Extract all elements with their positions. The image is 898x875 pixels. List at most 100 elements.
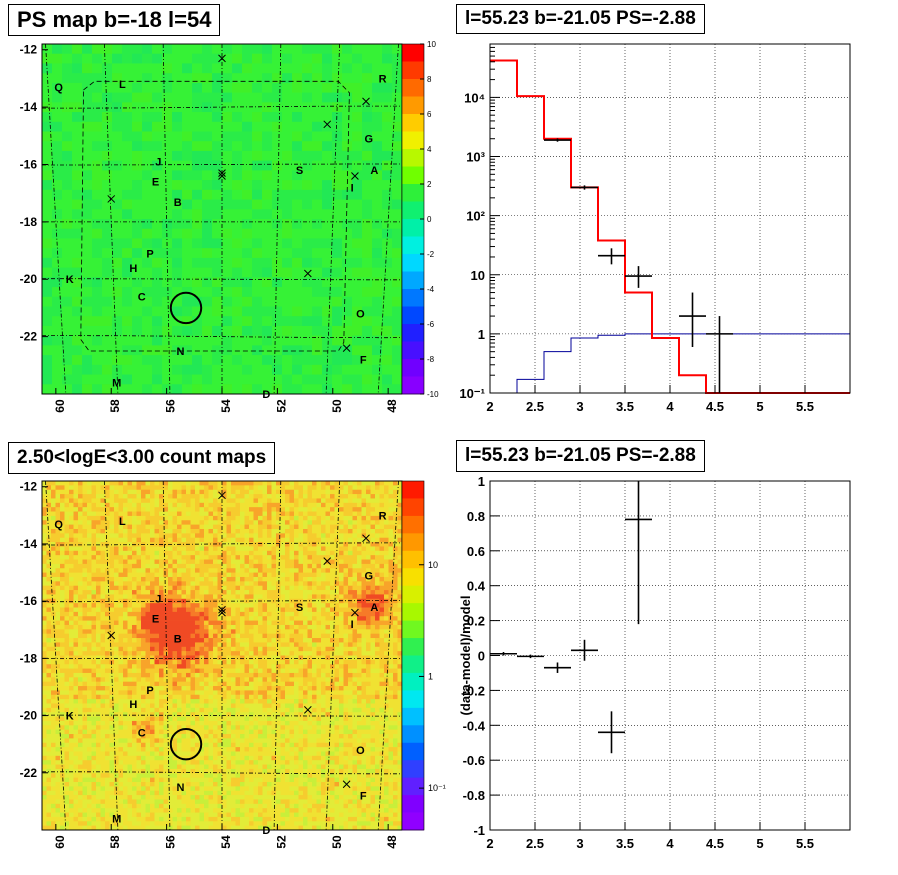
count-pixel	[55, 712, 61, 717]
count-pixel	[204, 686, 209, 691]
count-pixel	[46, 808, 52, 813]
count-pixel	[136, 760, 142, 765]
ps-pixel	[362, 384, 373, 395]
count-pixel	[159, 707, 164, 713]
count-pixel	[60, 782, 65, 787]
count-pixel	[168, 559, 173, 565]
count-pixel	[78, 729, 83, 735]
count-pixel	[60, 729, 65, 735]
count-pixel	[118, 782, 124, 787]
ps-pixel	[212, 141, 223, 152]
count-pixel	[186, 777, 191, 783]
ps-pixel	[222, 228, 233, 239]
ps-pixel	[192, 374, 203, 385]
count-pixel	[186, 481, 191, 486]
count-pixel	[51, 825, 56, 831]
count-pixel	[91, 594, 97, 600]
ps-pixel	[242, 316, 253, 327]
count-pixel	[51, 629, 56, 634]
count-pixel	[240, 624, 245, 630]
ps-pixel	[382, 306, 393, 317]
count-pixel	[42, 528, 47, 534]
count-pixel	[159, 699, 164, 704]
ps-pixel	[352, 73, 363, 84]
count-pixel	[226, 755, 232, 761]
count-pixel	[217, 808, 223, 813]
ps-pixel	[222, 53, 233, 64]
count-pixel	[109, 768, 115, 774]
count-pixel	[240, 616, 245, 621]
count-pixel	[114, 537, 119, 543]
count-pixel	[46, 659, 52, 665]
count-pixel	[172, 537, 178, 543]
ps-pixel	[142, 384, 153, 395]
count-pixel	[55, 638, 61, 643]
count-pixel	[204, 803, 209, 809]
count-pixel	[163, 572, 169, 578]
ps-pixel	[192, 267, 203, 278]
ps-pixel	[132, 296, 143, 307]
ps-pixel	[132, 316, 143, 327]
ps-pixel	[212, 277, 223, 288]
count-pixel	[186, 664, 191, 669]
count-pixel	[114, 502, 119, 508]
ps-pixel	[382, 53, 393, 64]
count-pixel	[235, 550, 241, 556]
ps-pixel	[392, 345, 403, 356]
count-pixel	[145, 507, 151, 512]
count-pixel	[114, 738, 119, 744]
count-pixel	[141, 808, 146, 813]
ps-pixel	[142, 170, 153, 181]
count-pixel	[55, 489, 61, 495]
count-pixel	[96, 555, 101, 560]
count-pixel	[186, 585, 191, 591]
count-pixel	[168, 533, 173, 539]
count-pixel	[235, 555, 241, 560]
count-pixel	[195, 825, 200, 831]
count-pixel	[141, 537, 146, 543]
ps-pixel	[212, 189, 223, 200]
count-pixel	[240, 555, 245, 560]
count-pixel	[150, 520, 155, 525]
count-pixel	[217, 555, 223, 560]
count-pixel	[55, 703, 61, 709]
y-tick-label: -22	[20, 330, 38, 344]
count-pixel	[42, 773, 47, 778]
count-pixel	[118, 716, 124, 722]
count-pixel	[127, 511, 133, 517]
count-pixel	[177, 694, 182, 700]
count-pixel	[240, 729, 245, 735]
count-pixel	[222, 624, 227, 630]
count-pixel	[82, 734, 88, 739]
count-pixel	[145, 620, 151, 626]
count-pixel	[168, 528, 173, 534]
ps-pixel	[272, 209, 283, 220]
count-pixel	[154, 686, 160, 691]
count-pixel	[55, 729, 61, 735]
count-pixel	[150, 590, 155, 595]
count-pixel	[154, 716, 160, 722]
count-pixel	[73, 690, 79, 696]
count-pixel	[204, 672, 209, 678]
ps-pixel	[142, 374, 153, 385]
count-pixel	[172, 511, 178, 517]
count-pixel	[82, 502, 88, 508]
ps-pixel	[282, 180, 293, 191]
count-pixel	[213, 633, 218, 639]
count-pixel	[100, 494, 106, 499]
count-pixel	[64, 555, 70, 560]
ps-pixel	[292, 82, 303, 93]
count-pixel	[82, 594, 88, 600]
ps-pixel	[52, 267, 63, 278]
count-pixel	[226, 646, 232, 652]
count-pixel	[168, 677, 173, 682]
ps-pixel	[162, 296, 173, 307]
count-pixel	[96, 773, 101, 778]
ps-pixel	[222, 150, 233, 161]
count-pixel	[217, 768, 223, 774]
count-pixel	[60, 616, 65, 621]
count-pixel	[195, 607, 200, 613]
count-pixel	[222, 528, 227, 534]
count-pixel	[87, 633, 92, 639]
ps-pixel	[112, 384, 123, 395]
